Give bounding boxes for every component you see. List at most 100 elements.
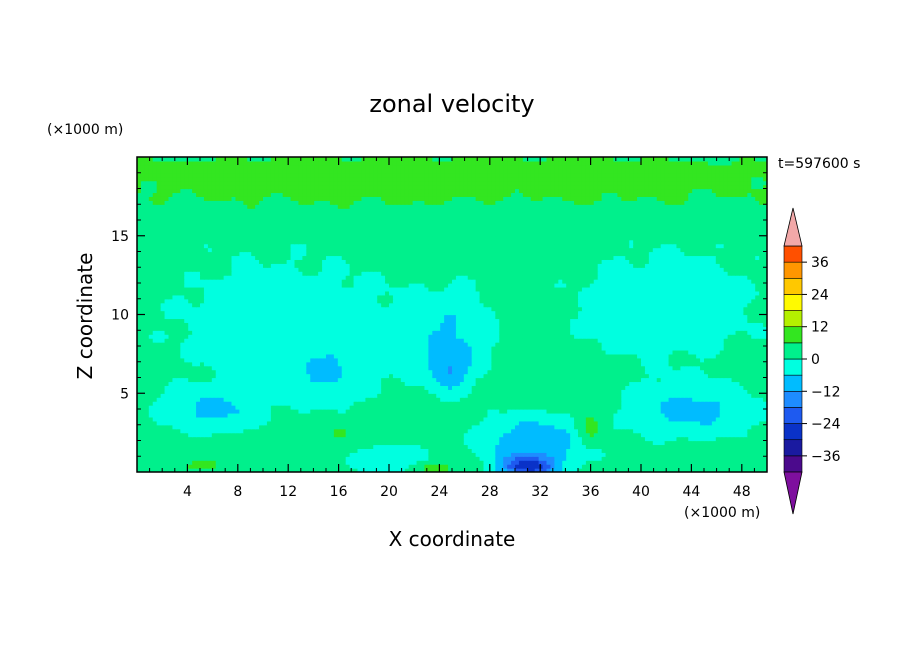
field-cell [381,412,386,418]
field-cell [684,436,689,442]
field-cell [676,385,681,390]
field-cell [168,412,174,418]
field-cell [314,424,319,430]
field-cell [412,349,418,355]
field-cell [491,365,496,371]
field-cell [381,405,386,410]
field-cell [664,353,670,359]
field-cell [266,456,272,461]
field-cell [747,460,752,465]
field-cell [637,389,642,394]
field-cell [318,448,323,453]
field-cell [727,468,733,472]
field-cell [412,468,418,472]
field-cell [471,409,477,414]
field-cell [337,353,343,359]
field-cell [337,440,343,446]
field-cell [648,361,654,367]
field-cell [333,432,339,438]
field-cell [137,416,142,422]
field-cell [459,456,465,461]
field-cell [290,464,296,469]
field-cell [664,424,670,430]
field-cell [188,405,193,410]
field-cell [448,365,453,371]
field-cell [574,373,579,379]
field-cell [184,401,189,406]
field-cell [648,405,654,410]
field-cell [601,365,607,371]
field-cell [707,436,713,442]
field-cell [743,452,748,457]
field-cell [137,460,142,465]
field-cell [452,397,457,402]
field-cell [215,428,221,434]
field-cell [475,381,481,386]
field-cell [719,420,725,426]
field-cell [515,460,520,465]
field-cell [416,464,422,469]
field-cell [692,349,697,355]
field-cell [735,361,741,367]
field-cell [231,361,237,367]
field-cell [719,468,725,472]
field-cell [499,460,504,465]
field-cell [160,448,166,453]
field-cell [389,389,394,394]
field-cell [176,452,181,457]
field-cell [184,412,189,418]
field-cell [329,448,335,453]
field-cell [696,440,701,446]
field-cell [707,456,713,461]
field-cell [467,393,473,398]
field-cell [621,377,626,383]
field-cell [692,405,697,410]
field-cell [294,361,300,367]
field-cell [392,393,398,398]
field-cell [688,420,693,426]
field-cell [341,452,347,457]
field-cell [239,401,244,406]
field-cell [270,353,276,359]
field-cell [156,409,162,414]
field-cell [274,428,280,434]
field-cell [668,440,674,446]
field-cell [200,369,205,375]
field-cell [605,409,611,414]
field-cell [294,436,300,442]
field-cell [219,409,225,414]
field-cell [211,361,217,367]
field-cell [144,420,150,426]
field-cell [436,365,441,371]
field-cell [515,405,520,410]
field-cell [680,460,685,465]
field-cell [452,369,457,375]
field-cell [715,349,721,355]
field-cell [294,432,300,438]
field-cell [676,464,681,469]
field-cell [231,416,237,422]
field-cell [479,468,485,472]
field-cell [207,389,213,394]
field-cell [219,440,225,446]
field-cell [609,420,615,426]
field-cell [743,412,748,418]
field-cell [463,353,469,359]
field-cell [207,361,213,367]
field-cell [381,468,386,472]
field-cell [207,365,213,371]
field-cell [731,464,737,469]
field-cell [467,464,473,469]
field-cell [723,468,729,472]
field-cell [235,401,240,406]
field-cell [176,349,181,355]
field-cell [656,369,662,375]
field-cell [203,424,209,430]
field-cell [436,468,441,472]
field-cell [542,381,548,386]
field-cell [522,424,528,430]
field-cell [148,385,154,390]
field-cell [392,432,398,438]
field-cell [286,460,292,465]
field-cell [759,349,764,355]
